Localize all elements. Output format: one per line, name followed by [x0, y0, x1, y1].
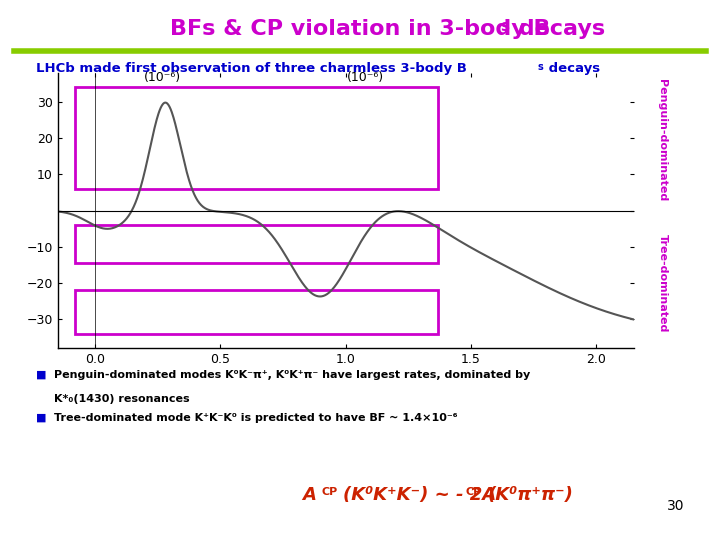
Text: LHCb made first observation of three charmless 3-body B: LHCb made first observation of three cha…	[36, 62, 467, 75]
Text: K*₀(1430) resonances: K*₀(1430) resonances	[54, 394, 189, 404]
Text: CP: CP	[322, 487, 338, 497]
Bar	[75, 87, 438, 189]
Text: Tree-dominated: Tree-dominated	[657, 234, 667, 333]
Text: decays: decays	[511, 19, 606, 39]
Text: ■: ■	[36, 370, 47, 380]
Text: A: A	[302, 486, 316, 504]
Text: Penguin-dominated: Penguin-dominated	[657, 79, 667, 201]
Text: decays: decays	[544, 62, 600, 75]
Text: CP: CP	[466, 487, 482, 497]
Text: (K⁰π⁺π⁻): (K⁰π⁺π⁻)	[487, 486, 573, 504]
Text: ■: ■	[36, 413, 47, 423]
Text: Tree-dominated mode K⁺K⁻K⁰ is predicted to have BF ~ 1.4×10⁻⁶: Tree-dominated mode K⁺K⁻K⁰ is predicted …	[54, 413, 457, 423]
Text: 30: 30	[667, 499, 684, 513]
Text: Penguin-dominated modes K⁰K⁻π⁺, K⁰K⁺π⁻ have largest rates, dominated by: Penguin-dominated modes K⁰K⁻π⁺, K⁰K⁺π⁻ h…	[54, 370, 530, 380]
Text: (10⁻⁶): (10⁻⁶)	[144, 71, 181, 84]
Bar	[75, 291, 438, 334]
Text: s: s	[500, 19, 510, 34]
Text: (K⁰K⁺K⁻) ~ - 2A: (K⁰K⁺K⁻) ~ - 2A	[343, 486, 497, 504]
Bar	[75, 225, 438, 263]
Text: s: s	[537, 62, 543, 72]
Text: (10⁻⁶): (10⁻⁶)	[347, 71, 384, 84]
Text: BFs & CP violation in 3-body B: BFs & CP violation in 3-body B	[170, 19, 550, 39]
